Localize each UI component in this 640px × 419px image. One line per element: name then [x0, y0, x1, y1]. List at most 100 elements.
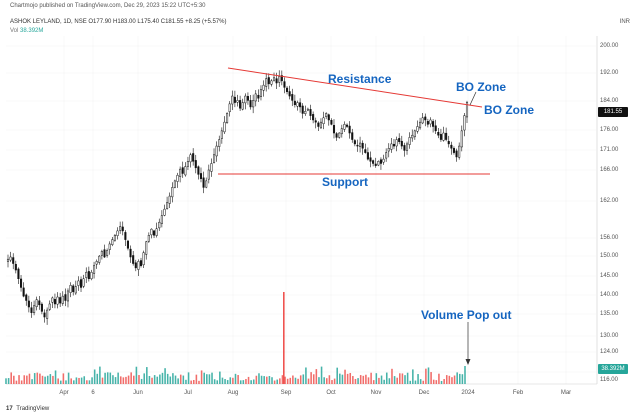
- candle: [194, 160, 197, 169]
- volume-bar: [169, 376, 172, 384]
- candle: [262, 84, 265, 91]
- volume-readout-label: Vol: [10, 28, 19, 34]
- volume-bar: [185, 379, 187, 384]
- volume-bar: [380, 375, 383, 384]
- candle: [171, 187, 174, 198]
- time-tick-label: Nov: [370, 390, 382, 396]
- price-tick-label: 140.00: [600, 292, 619, 298]
- volume-bar: [385, 372, 388, 384]
- volume-bar: [404, 375, 406, 384]
- volume-bar: [130, 372, 132, 384]
- candle: [137, 261, 140, 270]
- candle: [364, 149, 367, 153]
- volume-bar: [461, 374, 464, 384]
- candle: [332, 125, 336, 134]
- volume-bar: [443, 379, 445, 384]
- volume-readout: Vol 38.392M: [10, 28, 43, 34]
- volume-bar: [279, 378, 281, 384]
- candle: [452, 148, 455, 153]
- volume-bar: [83, 376, 86, 384]
- time-tick-label: 6: [91, 390, 95, 396]
- volume-bar: [133, 375, 135, 384]
- volume-bar: [419, 379, 422, 384]
- volume-bar: [289, 377, 292, 384]
- volume-bar: [59, 380, 62, 384]
- volume-bar: [198, 380, 200, 384]
- volume-bar: [232, 377, 234, 384]
- candle: [392, 143, 396, 147]
- volume-bar: [10, 372, 12, 384]
- candle: [210, 163, 213, 172]
- volume-bar: [18, 375, 20, 384]
- candle: [325, 113, 328, 117]
- volume-bar: [101, 377, 104, 384]
- annotation-support: Support: [322, 175, 368, 189]
- volume-bar: [46, 375, 49, 384]
- candle: [314, 120, 317, 123]
- candle: [95, 261, 98, 265]
- candle: [228, 103, 231, 113]
- volume-bar: [213, 379, 216, 384]
- volume-bar: [391, 368, 393, 384]
- volume-bar: [182, 375, 185, 384]
- volume-bar: [365, 374, 367, 384]
- candle: [299, 102, 302, 108]
- volume-bar: [13, 375, 15, 384]
- volume-bar: [148, 376, 151, 384]
- volume-bar: [346, 373, 349, 384]
- volume-bar: [375, 373, 378, 384]
- candle: [59, 297, 62, 304]
- volume-bar: [464, 366, 466, 384]
- volume-bar: [143, 373, 146, 384]
- volume-bar: [20, 380, 23, 384]
- time-tick-label: Jul: [184, 390, 192, 396]
- candle: [160, 215, 163, 224]
- volume-bar: [31, 379, 33, 384]
- volume-bar: [328, 375, 331, 384]
- volume-bar: [323, 377, 325, 384]
- candle: [283, 81, 286, 88]
- candle: [351, 132, 354, 140]
- candle: [30, 307, 33, 313]
- candle: [215, 145, 218, 157]
- volume-bar: [266, 376, 268, 384]
- volume-bar: [299, 375, 302, 384]
- volume-bar: [125, 376, 127, 384]
- candle: [48, 303, 51, 310]
- candle: [356, 144, 359, 147]
- candle: [312, 114, 315, 121]
- candle: [176, 174, 179, 182]
- candle: [22, 287, 25, 297]
- trendline-overlay: [218, 67, 490, 365]
- candle: [272, 77, 276, 81]
- volume-bar: [315, 369, 318, 384]
- candle: [189, 154, 192, 163]
- candle: [411, 134, 414, 139]
- candle: [246, 96, 249, 101]
- candle: [155, 228, 158, 236]
- volume-bar: [401, 373, 404, 384]
- volume-bar: [427, 367, 430, 384]
- candle: [259, 89, 263, 97]
- candle: [442, 132, 445, 141]
- candle: [458, 145, 461, 158]
- candle: [27, 300, 30, 308]
- volume-bar: [263, 376, 265, 384]
- time-tick-label: Mar: [560, 390, 572, 396]
- candle: [257, 94, 260, 99]
- volume-bar: [245, 378, 247, 384]
- candle: [286, 87, 289, 92]
- candle: [374, 163, 377, 166]
- volume-bar: [388, 378, 391, 384]
- volume-bar: [281, 375, 284, 384]
- volume-bar: [302, 374, 305, 384]
- annotation-volume-pop-out: Volume Pop out: [421, 308, 512, 322]
- candle: [293, 100, 296, 105]
- volume-bar: [451, 377, 453, 384]
- volume-bar: [114, 377, 117, 384]
- candle: [426, 121, 429, 125]
- candle: [38, 300, 41, 306]
- volume-bar: [320, 366, 323, 384]
- tradingview-footer[interactable]: 17 TradingView: [6, 406, 49, 412]
